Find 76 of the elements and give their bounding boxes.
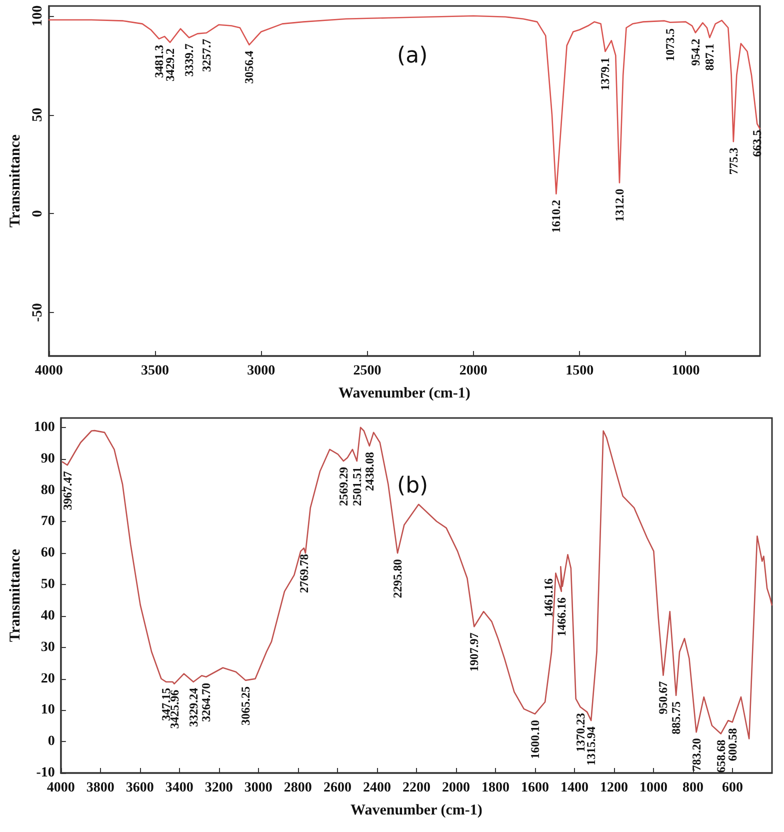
x-tick-label: 3500 — [141, 364, 170, 378]
annotation: 3329.24 — [186, 688, 200, 727]
y-tick-label: 0 — [48, 734, 55, 750]
y-tick-label: -10 — [36, 766, 55, 780]
text: (b) — [397, 474, 428, 498]
x-tick-label: 4000 — [34, 364, 63, 378]
y-tick-label: 20 — [40, 671, 55, 686]
y-tick-label: 60 — [40, 546, 55, 561]
annotation: 2501.51 — [350, 467, 364, 506]
y-tick-label: -50 — [30, 303, 46, 322]
annotation: 3967.47 — [60, 471, 74, 510]
text: (a) — [397, 44, 428, 68]
x-tick-label: 600 — [722, 780, 743, 796]
annotation: 2769.78 — [296, 554, 311, 594]
x-tick-label: 3400 — [165, 780, 194, 796]
x-tick-label: 1600 — [520, 780, 549, 796]
x-tick-label: 2800 — [284, 780, 312, 796]
x-tick-label: 800 — [682, 780, 704, 796]
annotation: 1466.16 — [554, 597, 568, 636]
annotation: 1461.16 — [541, 578, 556, 618]
annotation: 3257.7 — [199, 38, 214, 72]
y-tick-label: 70 — [40, 514, 55, 530]
annotation: 3056.4 — [242, 50, 256, 84]
annotation: 658.68 — [714, 740, 728, 773]
annotation: 3339.7 — [182, 44, 196, 77]
x-tick-label: 1000 — [639, 780, 668, 796]
annotation: 600.58 — [725, 728, 740, 762]
x-tick-label: 3000 — [247, 364, 276, 378]
y-tick-label: 50 — [30, 108, 46, 122]
x-tick-label: 2200 — [402, 780, 430, 796]
x-tick-label: 2000 — [459, 364, 488, 378]
y-tick-label: 0 — [30, 210, 46, 218]
y-tick-label: 100 — [30, 5, 46, 26]
x-tick-label: 2500 — [353, 364, 382, 378]
y-tick-label: 40 — [40, 608, 55, 624]
annotation: 954.2 — [688, 38, 702, 66]
x-tick-label: 1000 — [672, 364, 700, 378]
x-tick-label: 1400 — [560, 780, 588, 796]
annotation: 950.67 — [656, 681, 670, 714]
y-axis-title: Transmittance — [8, 548, 24, 642]
x-tick-label: 3200 — [204, 780, 233, 796]
annotation: 885.75 — [669, 701, 684, 734]
x-axis-title: Wavenumber (cm-1) — [350, 802, 482, 818]
y-tick-label: 30 — [40, 640, 55, 655]
annotation: 1600.10 — [528, 720, 542, 759]
x-tick-label: 1500 — [566, 364, 594, 378]
annotation: 2569.29 — [336, 467, 351, 506]
y-axis-title: Transmittance — [8, 134, 24, 228]
annotation: 1312.0 — [612, 188, 626, 222]
annotation: 1610.2 — [549, 200, 564, 233]
x-tick-label: 2600 — [323, 780, 352, 796]
x-tick-label: 1800 — [481, 780, 510, 796]
x-tick-label: 4000 — [46, 780, 75, 796]
x-axis-title: Wavenumber (cm-1) — [338, 386, 470, 402]
annotation: 1379.1 — [598, 57, 612, 90]
annotation: 1907.97 — [467, 632, 482, 672]
annotation: 2295.80 — [390, 559, 405, 598]
annotation: 3264.70 — [199, 682, 214, 722]
annotation: 783.20 — [689, 738, 704, 772]
x-tick-label: 3000 — [244, 780, 272, 796]
annotation: 1073.5 — [663, 28, 678, 62]
x-tick-label: 2000 — [442, 780, 470, 796]
y-tick-label: 50 — [40, 577, 55, 592]
x-tick-label: 3600 — [126, 780, 154, 796]
x-tick-label: 2400 — [362, 780, 391, 796]
annotation: 663.5 — [750, 130, 764, 157]
x-tick-label: 3800 — [86, 780, 114, 796]
x-tick-label: 1200 — [600, 780, 628, 796]
y-tick-label: 80 — [40, 482, 55, 498]
annotation: 2438.08 — [362, 452, 376, 491]
y-tick-label: 100 — [34, 420, 55, 435]
y-tick-label: 10 — [40, 702, 55, 718]
y-tick-label: 90 — [40, 451, 55, 466]
annotation: 3065.25 — [238, 686, 253, 726]
annotation: 775.3 — [726, 148, 740, 175]
annotation: 887.1 — [702, 44, 717, 71]
